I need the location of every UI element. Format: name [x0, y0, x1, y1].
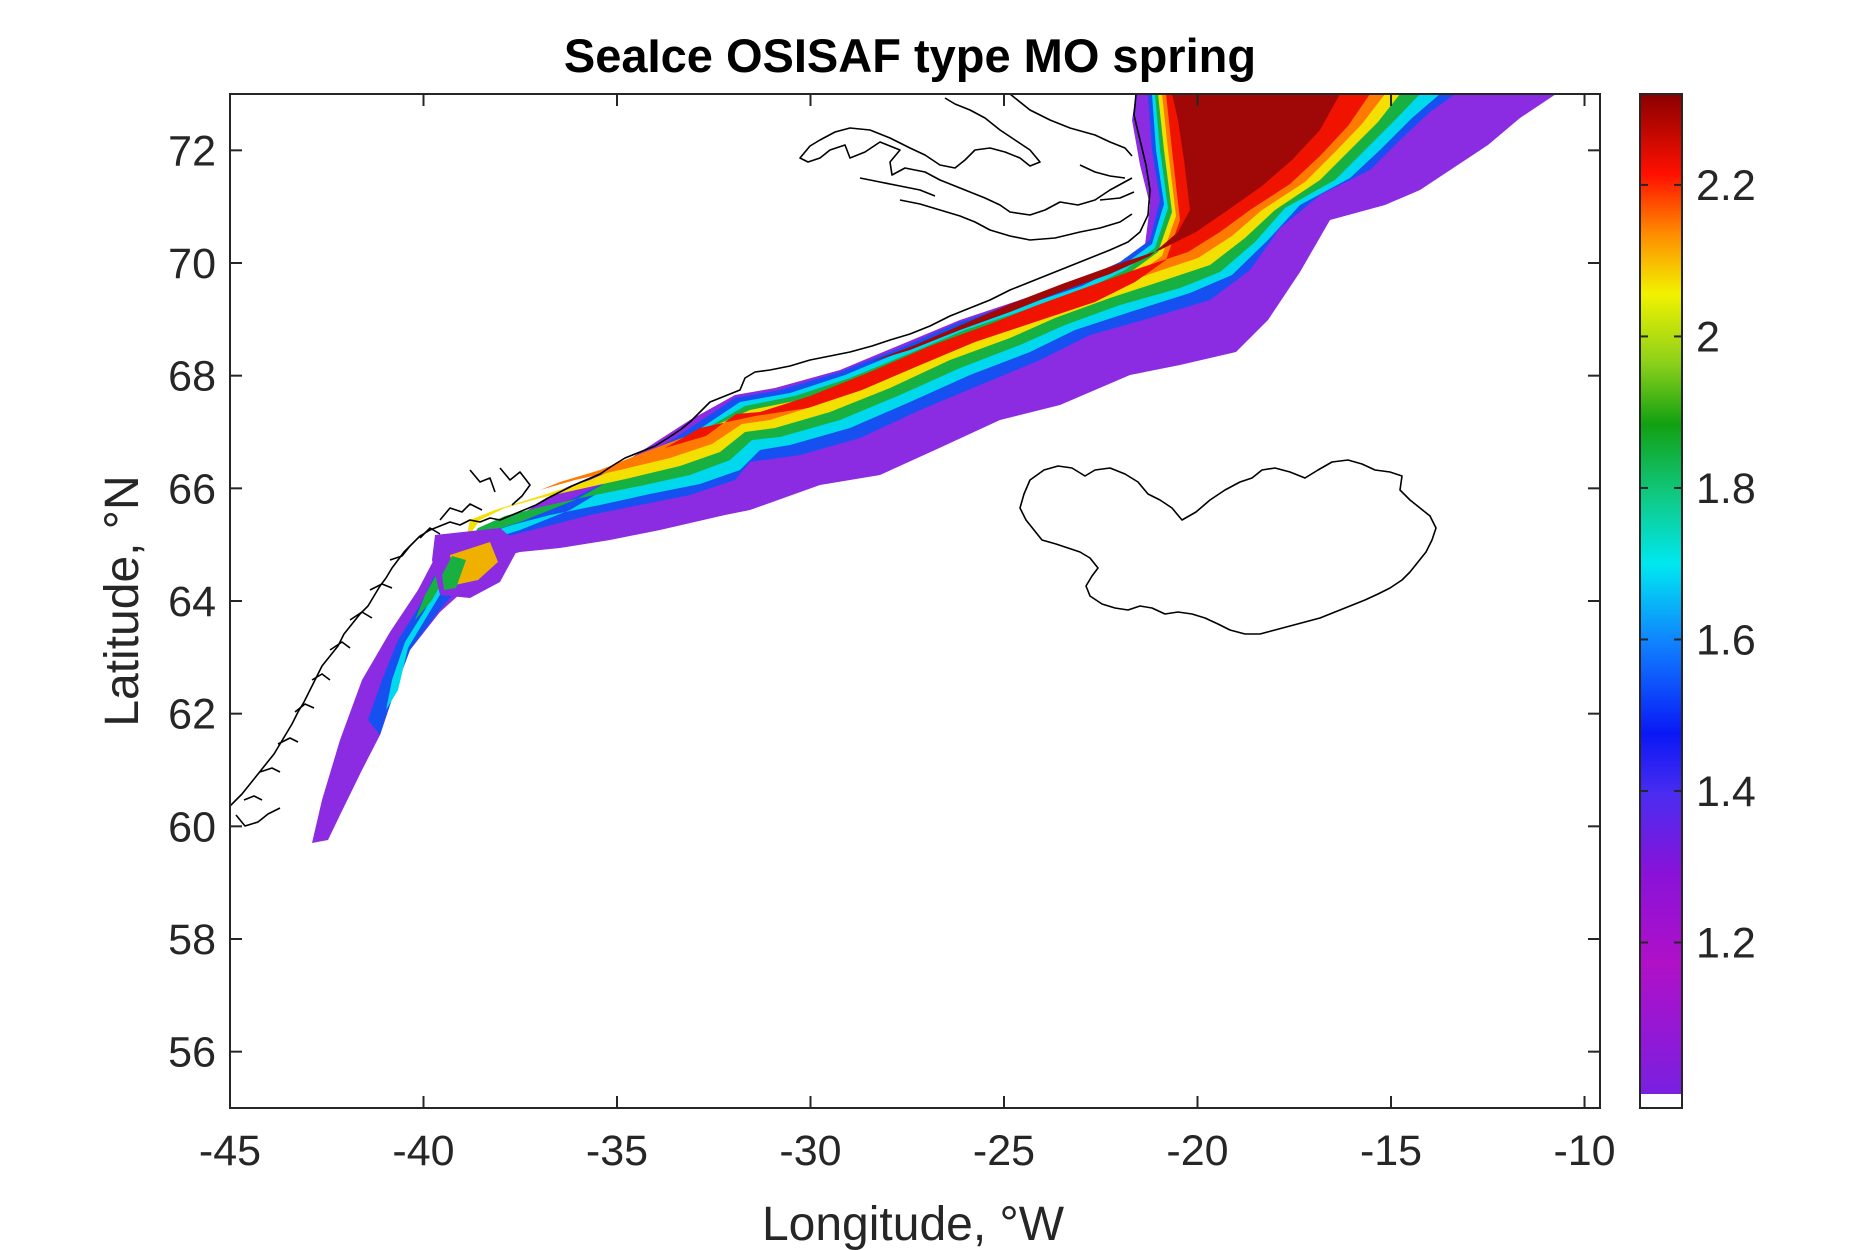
colorbar-nodata-swatch [1640, 1094, 1682, 1108]
colorbar-ticks: 1.2 1.4 1.6 1.8 2 2.2 [1640, 162, 1756, 967]
sea-ice-field [312, 94, 1556, 843]
y-tick-label: 68 [168, 353, 216, 401]
colorbar-tick-label: 1.4 [1696, 768, 1756, 816]
x-tick-label: -25 [973, 1127, 1035, 1175]
x-tick-label: -20 [1166, 1127, 1228, 1175]
x-tick-label: -45 [199, 1127, 261, 1175]
y-axis-ticks: 56 58 60 62 64 66 68 70 72 [168, 127, 1600, 1077]
ice-sw-patch-core [450, 542, 498, 585]
ice-sw-patch-green [442, 556, 466, 590]
x-tick-label: -35 [586, 1127, 648, 1175]
y-tick-label: 66 [168, 465, 216, 513]
x-tick-label: -10 [1553, 1127, 1615, 1175]
ice-edge-purple [312, 94, 1556, 843]
y-tick-label: 72 [168, 127, 216, 175]
x-axis-label: Longitude, °W [762, 1198, 1065, 1250]
coastlines [230, 94, 1437, 827]
colorbar-tick-label: 2.2 [1696, 162, 1756, 210]
y-tick-label: 64 [168, 578, 216, 626]
ice-darkred [870, 94, 1340, 362]
plot-area: -45 -40 -35 -30 -25 -20 -15 -10 56 58 60 62 64 66 68 7… [168, 93, 1616, 1175]
colorbar-tick-label: 2 [1696, 313, 1720, 361]
colorbar-tick-label: 1.6 [1696, 616, 1756, 664]
greenland-fjords-south [235, 467, 531, 827]
greenland-fjords [799, 94, 1135, 241]
greenland-coastline [230, 94, 1151, 807]
x-axis-ticks: -45 -40 -35 -30 -25 -20 -15 -10 [199, 94, 1616, 1175]
iceland-coastline [1019, 459, 1437, 635]
x-tick-label: -30 [779, 1127, 841, 1175]
colorbar-frame [1639, 93, 1683, 1109]
y-tick-label: 56 [168, 1029, 216, 1077]
x-tick-label: -15 [1360, 1127, 1422, 1175]
y-tick-label: 58 [168, 916, 216, 964]
y-tick-label: 60 [168, 803, 216, 851]
colorbar: 1.2 1.4 1.6 1.8 2 2.2 [1639, 93, 1756, 1109]
chart-title: SeaIce OSISAF type MO spring [564, 29, 1256, 82]
x-tick-label: -40 [392, 1127, 454, 1175]
colorbar-tick-label: 1.2 [1696, 919, 1756, 967]
colorbar-gradient [1640, 94, 1682, 1094]
y-axis-label: Latitude, °N [96, 475, 149, 726]
y-tick-label: 62 [168, 691, 216, 739]
ice-orange [540, 94, 1385, 490]
colorbar-tick-label: 1.8 [1696, 465, 1756, 513]
y-tick-label: 70 [168, 240, 216, 288]
plot-background [230, 94, 1600, 1108]
